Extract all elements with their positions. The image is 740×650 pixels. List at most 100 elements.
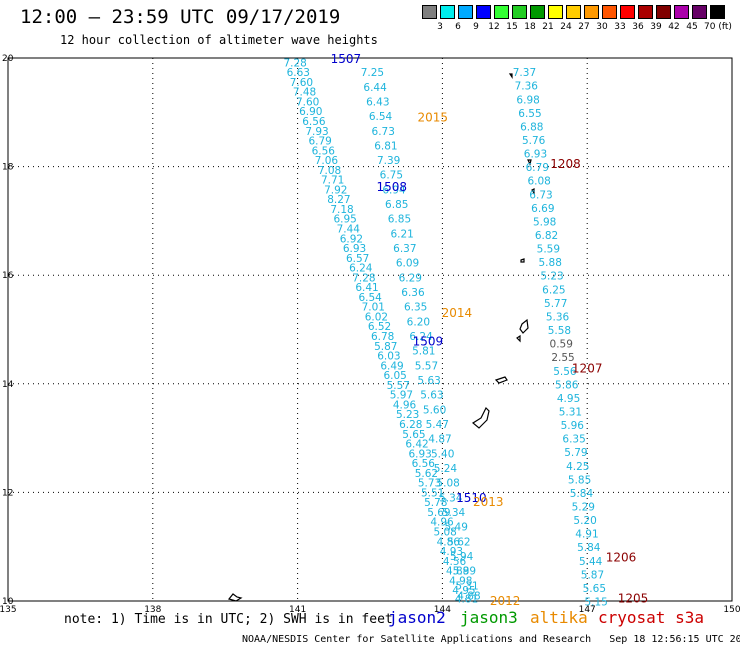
scale-swatch <box>674 5 689 19</box>
swh-value: 6.54 <box>369 111 393 123</box>
scale-swatch <box>710 5 725 19</box>
swh-value: 5.97 <box>390 390 413 402</box>
swh-value: 4.96 <box>393 399 417 411</box>
swh-value: 6.79 <box>526 162 549 174</box>
swh-value: 7.01 <box>362 302 385 314</box>
lat-tick-label: 12 <box>2 488 13 498</box>
swh-value: 5.94 <box>450 551 474 563</box>
swh-value: 6.35 <box>404 302 427 314</box>
swh-value: 6.73 <box>529 189 552 201</box>
swh-value: 4.95 <box>452 585 475 597</box>
swh-value: 6.20 <box>407 316 430 328</box>
swh-value: 6.90 <box>299 106 322 118</box>
scale-label: 9 <box>473 22 479 32</box>
swh-value: 5.23 <box>540 271 563 283</box>
swh-value: 5.85 <box>568 474 591 486</box>
scale-label: 30 <box>596 22 608 32</box>
scale-swatch <box>530 5 545 19</box>
scale-swatch <box>476 5 491 19</box>
scale-label: 6 <box>455 22 461 32</box>
swh-value: 5.62 <box>447 536 470 548</box>
swh-value: 6.49 <box>380 360 403 372</box>
swh-value: 5.08 <box>433 526 456 538</box>
scale-label: 24 <box>560 22 572 32</box>
scale-swatch <box>602 5 617 19</box>
swh-value: 6.63 <box>287 67 310 79</box>
pass-label: 2014 <box>442 306 473 320</box>
saipan-outline <box>519 318 529 334</box>
legend-entry: jason2 <box>388 608 446 627</box>
swh-value: 6.29 <box>399 272 422 284</box>
swh-value: 6.85 <box>388 214 411 226</box>
pass-label: 1206 <box>606 551 637 565</box>
map-frame <box>7 57 733 602</box>
swh-value: 5.56 <box>553 366 577 378</box>
swh-value: 5.73 <box>418 478 441 490</box>
swh-value: 6.55 <box>518 108 541 120</box>
swh-value: 6.85 <box>385 199 408 211</box>
footer-note: note: 1) Time is in UTC; 2) SWH is in fe… <box>64 612 393 627</box>
lat-tick-label: 14 <box>2 380 14 390</box>
swh-value: 6.82 <box>535 230 558 242</box>
swh-value: 5.69 <box>427 507 450 519</box>
swh-value: 6.94 <box>382 184 406 196</box>
swh-value: 6.93 <box>524 149 547 161</box>
swh-value: 6.88 <box>520 121 543 133</box>
swh-value: 6.03 <box>377 351 400 363</box>
swh-value: 7.25 <box>361 67 384 79</box>
swh-value: 5.63 <box>420 390 443 402</box>
swh-value: 5.51 <box>421 487 444 499</box>
scale-label: 45 <box>686 22 698 32</box>
legend-entry: cryosat s3a <box>598 608 704 627</box>
swh-value: 7.36 <box>515 81 539 93</box>
swh-value: 5.58 <box>548 325 571 337</box>
swh-value: 5.65 <box>402 429 425 441</box>
swh-value: 5.78 <box>424 497 447 509</box>
swh-value: 6.52 <box>368 321 391 333</box>
swh-value: 2.55 <box>551 352 574 364</box>
swh-value: 4.98 <box>449 575 472 587</box>
swh-value: 4.56 <box>443 556 467 568</box>
swh-value: 4.95 <box>557 393 580 405</box>
swh-value: 7.71 <box>321 175 344 187</box>
scale-swatch <box>692 5 707 19</box>
swh-value: 6.42 <box>405 439 428 451</box>
rota-outline <box>494 376 508 384</box>
swh-value: 6.08 <box>527 176 550 188</box>
lat-tick-label: 10 <box>2 597 14 607</box>
swh-value: 7.37 <box>513 67 536 79</box>
swh-value: 5.98 <box>533 216 556 228</box>
swh-value: 4.96 <box>430 517 454 529</box>
swh-value: 6.93 <box>343 243 366 255</box>
swh-value: 5.79 <box>564 447 587 459</box>
swh-value: 5.15 <box>584 597 607 609</box>
scale-label: 36 <box>632 22 644 32</box>
swh-value: 5.34 <box>439 492 463 504</box>
footer-credit: NOAA/NESDIS Center for Satellite Applica… <box>242 634 740 645</box>
lon-tick-label: 141 <box>289 605 306 615</box>
scale-swatch <box>638 5 653 19</box>
swh-value: 6.35 <box>562 434 585 446</box>
swh-value: 6.56 <box>312 145 336 157</box>
swh-value: 7.92 <box>324 184 347 196</box>
pass-label: 1207 <box>572 362 603 376</box>
swh-value: 8.27 <box>327 194 350 206</box>
swh-value: 6.28 <box>399 419 422 431</box>
swh-value: 6.54 <box>358 292 382 304</box>
swh-value: 6.95 <box>333 214 356 226</box>
swh-value: 5.76 <box>522 135 546 147</box>
anatahan-outline <box>520 258 525 263</box>
swh-value: 6.21 <box>390 228 413 240</box>
swh-value: 6.56 <box>302 116 326 128</box>
swh-value: 4.93 <box>440 546 463 558</box>
swh-value: 4.86 <box>437 536 461 548</box>
scale-label: 39 <box>650 22 662 32</box>
scale-label: 27 <box>578 22 590 32</box>
scale-swatch <box>656 5 671 19</box>
swh-value: 6.69 <box>531 203 554 215</box>
map-grid <box>8 58 732 601</box>
swh-value: 6.24 <box>409 331 433 343</box>
swh-value: 4.25 <box>566 461 589 473</box>
scale-label: 21 <box>542 22 554 32</box>
